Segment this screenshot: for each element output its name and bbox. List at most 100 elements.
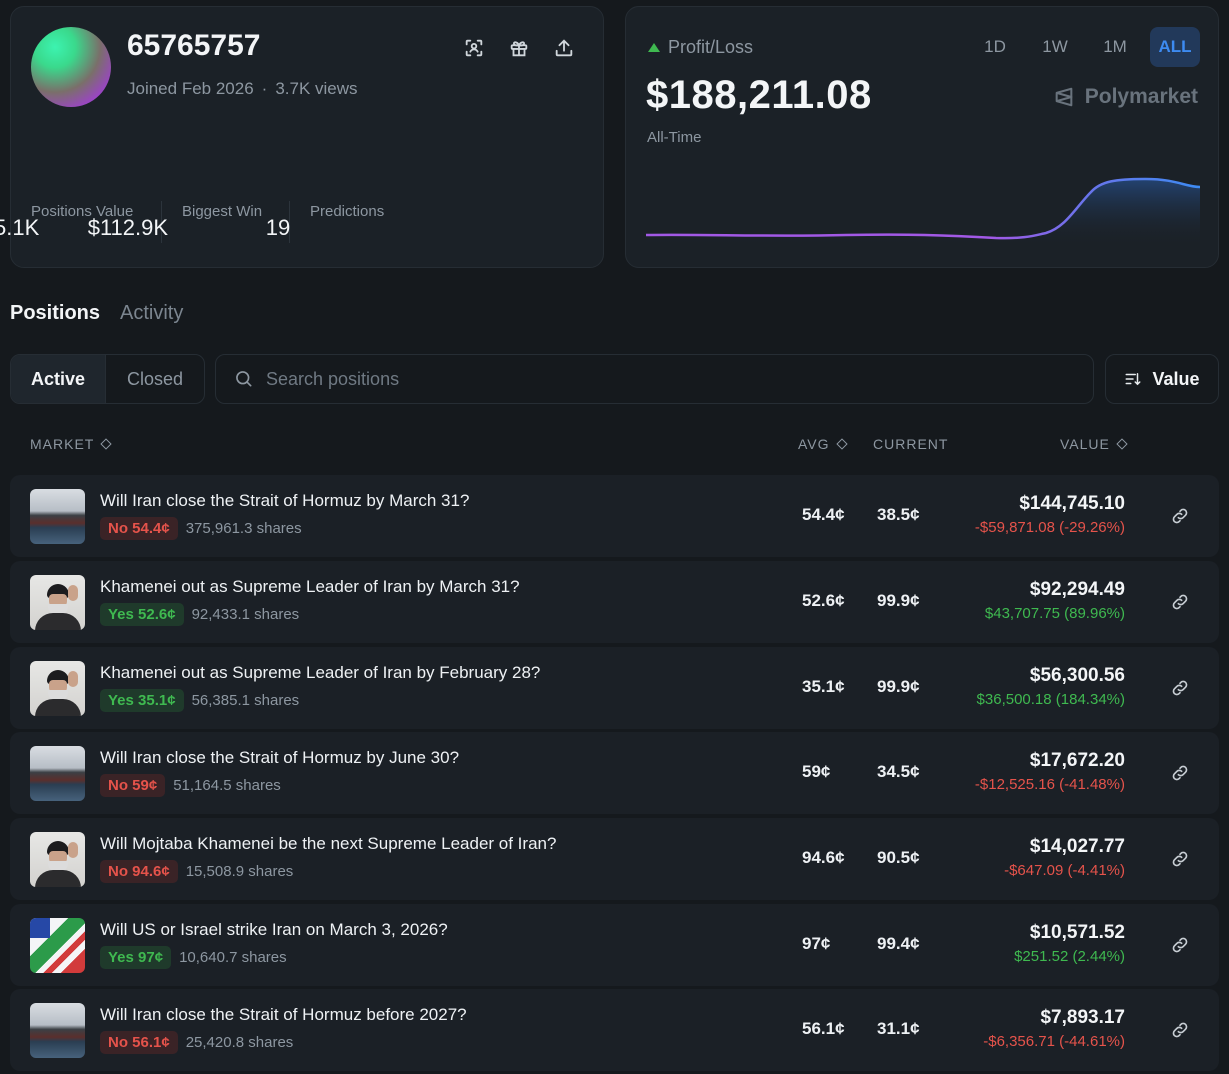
table-row[interactable]: Will Iran close the Strait of Hormuz by … [10, 732, 1219, 814]
range-1w-button[interactable]: 1W [1042, 37, 1068, 56]
outcome-badge: Yes 52.6¢ [100, 603, 184, 626]
sort-button[interactable]: Value [1105, 354, 1219, 404]
outcome-badge: No 94.6¢ [100, 860, 178, 883]
table-row[interactable]: Will Iran close the Strait of Hormuz bef… [10, 989, 1219, 1071]
column-market[interactable]: MARKET [30, 436, 113, 452]
market-title[interactable]: Khamenei out as Supreme Leader of Iran b… [100, 663, 541, 682]
column-value[interactable]: VALUE [1060, 436, 1128, 452]
stat-divider [289, 201, 290, 243]
brand-name: Polymarket [1084, 85, 1198, 108]
stat-label: Predictions [310, 203, 385, 220]
link-icon[interactable] [1170, 592, 1190, 612]
market-thumbnail [30, 746, 85, 801]
position-change: -$6,356.71 (-44.61%) [983, 1033, 1125, 1050]
share-icon[interactable] [553, 37, 575, 59]
market-title[interactable]: Will Iran close the Strait of Hormuz by … [100, 748, 460, 767]
position-meta: No 94.6¢ 15,508.9 shares [100, 860, 293, 883]
profile-card: 65765757 Joined Feb 2026 · 3.7K views $355… [0, 6, 604, 268]
avg-price: 52.6¢ [802, 591, 845, 610]
thumb-part [35, 870, 81, 887]
outcome-badge: No 54.4¢ [100, 517, 178, 540]
share-count: 10,640.7 shares [179, 949, 287, 966]
market-thumbnail [30, 918, 85, 973]
position-meta: No 54.4¢ 375,961.3 shares [100, 517, 302, 540]
table-row[interactable]: Will US or Israel strike Iran on March 3… [10, 904, 1219, 986]
joined-date: Joined Feb 2026 [127, 79, 254, 98]
stat-divider [161, 201, 162, 243]
position-meta: No 59¢ 51,164.5 shares [100, 774, 281, 797]
position-change: -$647.09 (-4.41%) [1004, 862, 1125, 879]
filter-active-button[interactable]: Active [11, 355, 106, 403]
market-thumbnail [30, 1003, 85, 1058]
tab-activity[interactable]: Activity [120, 302, 184, 324]
position-meta: Yes 52.6¢ 92,433.1 shares [100, 603, 299, 626]
outcome-badge: No 56.1¢ [100, 1031, 178, 1054]
table-row[interactable]: Khamenei out as Supreme Leader of Iran b… [10, 647, 1219, 729]
column-market-label: MARKET [30, 436, 95, 452]
link-icon[interactable] [1170, 1020, 1190, 1040]
position-change: $43,707.75 (89.96%) [984, 605, 1125, 622]
position-change: $251.52 (2.44%) [1014, 948, 1125, 965]
stat-value: $112.9K [87, 215, 169, 240]
column-value-label: VALUE [1060, 436, 1110, 452]
filter-closed-button[interactable]: Closed [126, 368, 184, 389]
market-title[interactable]: Khamenei out as Supreme Leader of Iran b… [100, 577, 520, 596]
market-title[interactable]: Will US or Israel strike Iran on March 3… [100, 920, 448, 939]
position-value: $7,893.17 [1040, 1007, 1125, 1028]
username: 65765757 [127, 29, 261, 62]
sort-label: Value [1152, 368, 1200, 389]
table-row[interactable]: Will Mojtaba Khamenei be the next Suprem… [10, 818, 1219, 900]
pnl-chart-line [646, 177, 1200, 240]
pnl-chart-area [646, 179, 1200, 247]
search-input[interactable] [266, 368, 1046, 390]
scan-icon[interactable] [463, 37, 485, 59]
link-icon[interactable] [1170, 678, 1190, 698]
outcome-badge: No 59¢ [100, 774, 166, 797]
range-1d-button[interactable]: 1D [984, 37, 1006, 56]
position-value: $10,571.52 [1029, 922, 1125, 943]
pnl-card: Profit/Loss $188,211.08 All-Time 1D 1W 1… [625, 6, 1219, 268]
thumb-part [35, 613, 81, 630]
stat-value: $355.1K [0, 215, 40, 240]
share-count: 51,164.5 shares [173, 777, 281, 794]
sort-diamond-icon [100, 438, 113, 450]
position-value: $144,745.10 [1019, 493, 1125, 514]
position-value: $14,027.77 [1029, 836, 1125, 857]
link-icon[interactable] [1170, 849, 1190, 869]
link-icon[interactable] [1170, 935, 1190, 955]
current-price: 99.9¢ [877, 591, 920, 610]
position-value: $17,672.20 [1029, 750, 1125, 771]
avg-price: 94.6¢ [802, 848, 845, 867]
position-value: $92,294.49 [1029, 579, 1125, 600]
range-1m-button[interactable]: 1M [1103, 37, 1127, 56]
avg-price: 54.4¢ [802, 505, 845, 524]
current-price: 34.5¢ [877, 762, 920, 781]
tab-positions[interactable]: Positions [10, 302, 101, 324]
table-row[interactable]: Will Iran close the Strait of Hormuz by … [10, 475, 1219, 557]
share-count: 15,508.9 shares [185, 863, 294, 880]
market-title[interactable]: Will Iran close the Strait of Hormuz bef… [100, 1005, 467, 1024]
range-selector: 1D 1W 1M ALL [970, 27, 1200, 67]
position-meta: No 56.1¢ 25,420.8 shares [100, 1031, 293, 1054]
link-icon[interactable] [1170, 506, 1190, 526]
range-all-button[interactable]: ALL [1150, 27, 1200, 67]
sort-diamond-icon [835, 438, 848, 450]
position-change: $36,500.18 (184.34%) [976, 691, 1125, 708]
position-meta: Yes 35.1¢ 56,385.1 shares [100, 689, 299, 712]
gift-icon[interactable] [508, 37, 530, 59]
pnl-label-text: Profit/Loss [668, 37, 754, 57]
column-avg[interactable]: AVG [798, 436, 848, 452]
current-price: 90.5¢ [877, 848, 920, 867]
stat-value: 19 [265, 215, 291, 240]
stat-predictions: 19 Predictions [266, 197, 385, 240]
market-title[interactable]: Will Iran close the Strait of Hormuz by … [100, 491, 470, 510]
share-count: 92,433.1 shares [191, 606, 300, 623]
link-icon[interactable] [1170, 763, 1190, 783]
market-title[interactable]: Will Mojtaba Khamenei be the next Suprem… [100, 834, 557, 853]
thumb-part [35, 699, 81, 716]
outcome-badge: Yes 35.1¢ [100, 689, 184, 712]
thumb-part [68, 842, 78, 858]
pnl-period: All-Time [647, 129, 702, 146]
avg-price: 35.1¢ [802, 677, 845, 696]
table-row[interactable]: Khamenei out as Supreme Leader of Iran b… [10, 561, 1219, 643]
